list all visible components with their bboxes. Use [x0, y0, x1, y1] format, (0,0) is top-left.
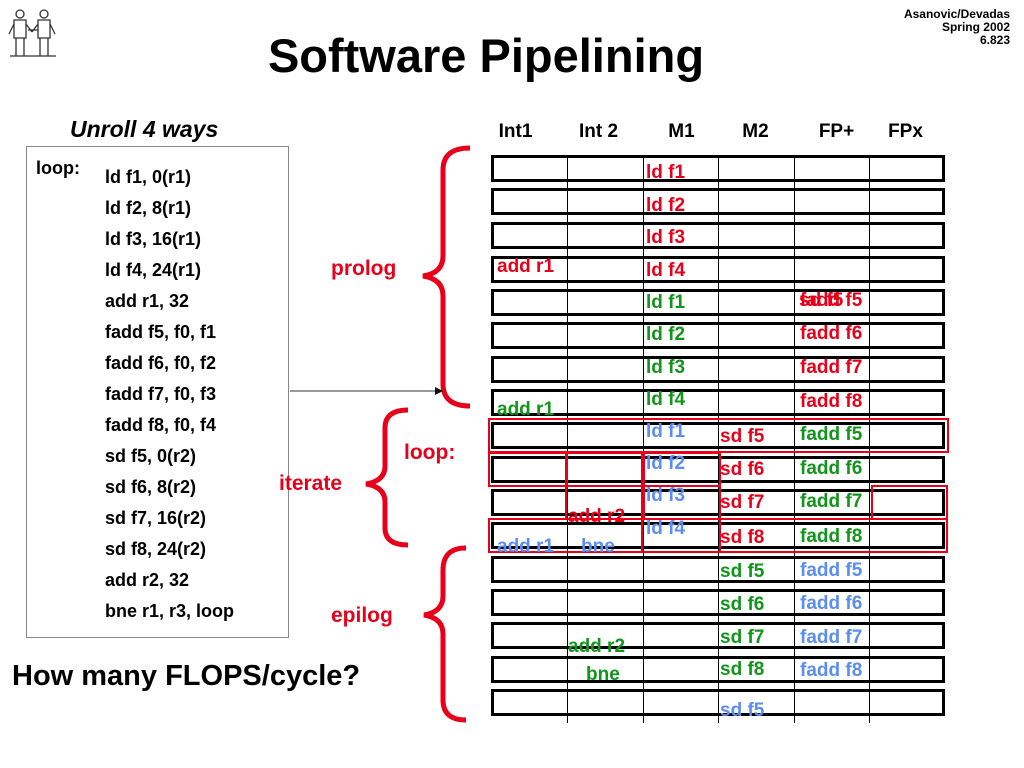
label-iterate: iterate [279, 472, 343, 495]
op-add-r1: add r1 [497, 256, 555, 277]
column-divider [718, 155, 719, 723]
op-ld-f3: ld f3 [646, 485, 686, 506]
op-ld-f1: ld f1 [646, 421, 686, 442]
column-header-m1: M1 [668, 121, 695, 142]
op-ld-f1: ld f1 [646, 162, 686, 183]
op-text: fadd f5 [800, 290, 863, 311]
column-header-int2: Int 2 [578, 121, 619, 142]
code-line: fadd f5, f0, f1 [105, 322, 217, 342]
op-fadd-f5: fadd f5 [800, 560, 863, 581]
column-divider [869, 155, 870, 723]
op-ld-f4: ld f4 [646, 389, 686, 410]
op-ld-f2: ld f2 [646, 453, 686, 474]
slide-title: Software Pipelining [267, 29, 705, 82]
op-add-r2: add r2 [568, 636, 626, 657]
code-line: fadd f8, f0, f4 [105, 415, 217, 435]
code-line: fadd f7, f0, f3 [105, 384, 217, 404]
op-sd-f5: sd f5 [720, 700, 765, 721]
column-header-fp-mul: FPx [888, 121, 923, 142]
op-ld-f2: ld f2 [646, 195, 686, 216]
op-bne: bne [586, 664, 620, 685]
op-sd-f5: sd f5 [720, 426, 765, 447]
op-fadd-f5-prolog: fadd f5 [800, 290, 862, 312]
credit-term: Spring 2002 [941, 20, 1010, 34]
op-text: fadd f6 [800, 323, 863, 344]
op-fadd-f8-prolog: fadd f8 [800, 391, 862, 413]
label-prolog: prolog [331, 257, 397, 280]
column-header-fp-add: FP+ [818, 121, 855, 142]
op-ld-f3: ld f3 [646, 357, 686, 378]
op-fadd-f5: sd f5 [799, 290, 844, 311]
op-fadd-f8: fadd f8 [800, 660, 863, 681]
op-sd-f7: sd f7 [720, 627, 765, 648]
op-ld-f1: ld f1 [646, 292, 686, 313]
course-credit: Asanovic/Devadas Spring 2002 6.823 [904, 8, 1010, 47]
credit-authors: Asanovic/Devadas [903, 7, 1010, 21]
column-header-int1: Int1 [498, 121, 533, 142]
epilog-brace [423, 545, 467, 723]
question-text: How many FLOPS/cycle? [12, 660, 361, 692]
op-fadd-f6-prolog: fadd f6 [800, 323, 862, 345]
code-line: sd f5, 0(r2) [105, 446, 197, 466]
code-line: sd f8, 24(r2) [105, 539, 207, 559]
op-add-r1: add r1 [497, 399, 555, 420]
op-fadd-f7: fadd f7 [800, 491, 863, 512]
loop-highlight-cell [488, 452, 568, 487]
column-divider [643, 155, 644, 723]
schedule-grid [0, 0, 945, 723]
op-text: fadd f8 [800, 391, 863, 412]
arrow-head-icon [435, 387, 443, 395]
op-sd-f6: sd f6 [720, 594, 765, 615]
code-line: ld f2, 8(r1) [105, 198, 192, 218]
code-line: ld f1, 0(r1) [105, 167, 192, 187]
column-divider [794, 155, 795, 723]
iterate-brace [365, 407, 409, 548]
op-ld-f3: ld f3 [646, 227, 686, 248]
column-divider [567, 155, 568, 723]
op-sd-f8: sd f8 [720, 659, 765, 680]
op-fadd-f8: fadd f8 [800, 526, 863, 547]
op-bne: bne [581, 536, 615, 557]
op-ld-f2: ld f2 [646, 324, 686, 345]
code-listing: ld f1, 0(r1) ld f2, 8(r1) ld f3, 16(r1) … [105, 162, 234, 627]
code-line: add r1, 32 [105, 291, 190, 311]
code-line: fadd f6, f0, f2 [105, 353, 217, 373]
code-line: ld f4, 24(r1) [105, 260, 202, 280]
prolog-brace [422, 145, 471, 409]
code-line: sd f6, 8(r2) [105, 477, 197, 497]
code-heading: Unroll 4 ways [70, 116, 219, 142]
code-line: bne r1, r3, loop [105, 601, 235, 621]
credit-course: 6.823 [979, 33, 1010, 47]
loop-label: loop: [36, 158, 80, 178]
op-add-r1: add r1 [497, 536, 555, 557]
code-line: sd f7, 16(r2) [105, 508, 207, 528]
op-fadd-f6: fadd f6 [800, 593, 863, 614]
op-ld-f4: ld f4 [646, 260, 686, 281]
op-fadd-f7: fadd f7 [800, 627, 863, 648]
op-sd-f7: sd f7 [720, 492, 765, 513]
op-sd-f5: sd f5 [720, 561, 765, 582]
op-add-r2: add r2 [568, 506, 626, 527]
code-box [26, 146, 289, 638]
label-epilog: epilog [331, 604, 393, 627]
code-line: add r2, 32 [105, 570, 190, 590]
op-sd-f6: sd f6 [720, 459, 765, 480]
loop-highlight-row [488, 518, 948, 553]
op-fadd-f7-prolog: fadd f7 [800, 357, 862, 379]
op-fadd-f5: fadd f5 [800, 424, 863, 445]
code-line: ld f3, 16(r1) [105, 229, 202, 249]
column-header-m2: M2 [742, 121, 769, 142]
op-sd-f8: sd f8 [720, 527, 765, 548]
op-text: fadd f7 [800, 357, 863, 378]
op-ld-f4: ld f4 [646, 518, 686, 539]
op-fadd-f6: fadd f6 [800, 458, 863, 479]
mit-logo [8, 9, 56, 57]
label-loop: loop: [404, 441, 456, 464]
